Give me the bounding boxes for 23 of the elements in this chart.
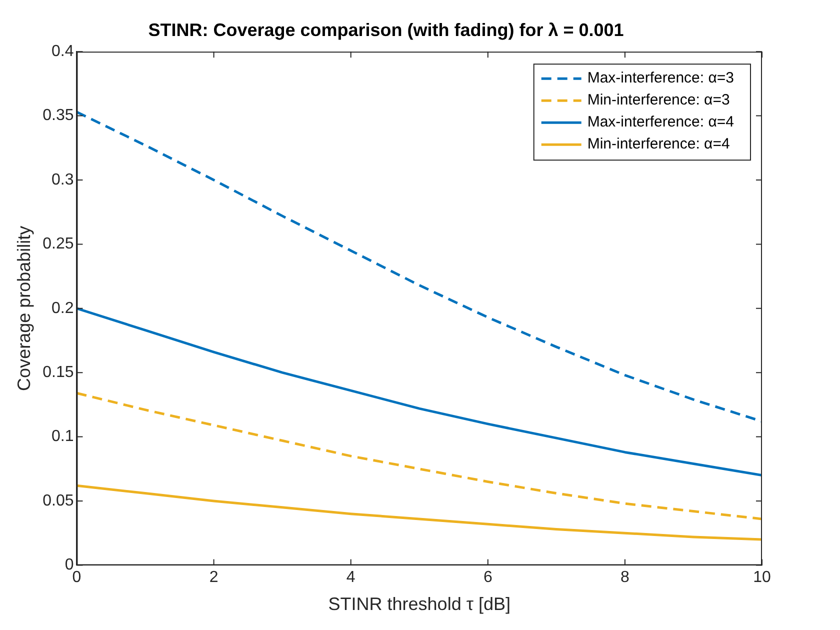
x-tick-label: 6 xyxy=(483,569,492,586)
legend-label: Max-interference: α=4 xyxy=(587,114,734,131)
x-tick-label: 4 xyxy=(346,569,356,586)
legend-label: Min-interference: α=4 xyxy=(587,136,730,153)
x-axis-title: STINR threshold τ [dB] xyxy=(328,594,510,614)
x-tick-label: 10 xyxy=(753,569,771,586)
x-tick-label: 2 xyxy=(209,569,218,586)
y-tick-label: 0 xyxy=(64,556,74,574)
y-tick-label: 0.4 xyxy=(51,43,74,60)
line-series xyxy=(76,110,762,423)
chart-title: STINR: Coverage comparison (with fading) for λ = 0.001 xyxy=(148,20,624,40)
x-tick-label: 8 xyxy=(620,569,630,586)
y-tick-label: 0.1 xyxy=(51,428,74,446)
y-tick-label: 0.2 xyxy=(51,300,74,317)
line-series xyxy=(76,392,762,520)
legend-label: Min-interference: α=3 xyxy=(587,92,730,109)
legend-label: Max-interference: α=3 xyxy=(587,70,734,87)
y-tick-label: 0.35 xyxy=(42,107,74,124)
y-axis-title: Coverage probability xyxy=(14,226,34,391)
y-tick-label: 0.25 xyxy=(42,236,74,253)
y-tick-label: 0.05 xyxy=(42,492,74,510)
y-tick-label: 0.15 xyxy=(42,364,74,382)
y-tick-label: 0.3 xyxy=(51,171,74,188)
